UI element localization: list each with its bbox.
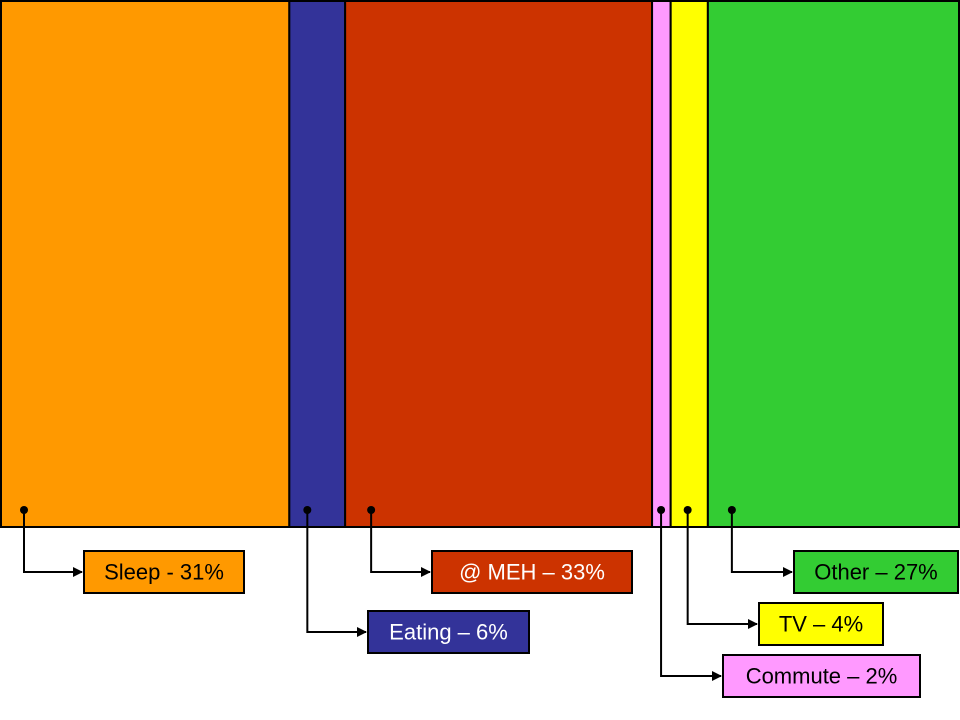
label-box-sleep bbox=[83, 550, 245, 594]
arrow-head-commute bbox=[712, 671, 722, 681]
connector-line-eating bbox=[306, 510, 366, 633]
data-label-sleep: Sleep - 31% bbox=[104, 560, 224, 585]
connector-line-other bbox=[730, 510, 792, 573]
bar-segment-commute bbox=[651, 0, 672, 528]
anchor-dot-commute bbox=[657, 506, 666, 514]
anchor-dot-tv bbox=[683, 506, 692, 514]
connector-line-meh bbox=[370, 510, 430, 573]
arrow-head-other bbox=[783, 567, 793, 577]
anchor-dot-eating bbox=[303, 506, 312, 514]
anchor-dot-sleep bbox=[20, 506, 28, 514]
connector-line-commute bbox=[660, 510, 721, 677]
label-box-other bbox=[793, 550, 959, 594]
bar-segment-tv bbox=[669, 0, 709, 528]
bar-segment-other bbox=[706, 0, 960, 528]
connector-line-sleep bbox=[23, 510, 82, 573]
anchor-dot-other bbox=[727, 506, 736, 514]
data-label-commute: Commute – 2% bbox=[746, 664, 898, 689]
data-label-other: Other – 27% bbox=[814, 560, 938, 585]
arrow-head-sleep bbox=[73, 567, 83, 577]
callout-labels: Sleep - 31% Eating – 6% @ MEH – 33% Commute… bbox=[20, 506, 959, 698]
label-box-meh bbox=[431, 550, 633, 594]
arrow-head-tv bbox=[748, 619, 758, 629]
arrow-head-meh bbox=[421, 567, 431, 577]
label-box-commute bbox=[722, 654, 921, 698]
bar-segment-sleep bbox=[0, 0, 291, 528]
connector-line-tv bbox=[686, 510, 757, 625]
data-label-eating: Eating – 6% bbox=[389, 620, 508, 645]
data-label-tv: TV – 4% bbox=[779, 612, 863, 637]
data-label-meh: @ MEH – 33% bbox=[459, 560, 605, 585]
label-box-tv bbox=[758, 602, 884, 646]
label-box-eating bbox=[367, 610, 530, 654]
arrow-head-eating bbox=[357, 627, 367, 637]
bar-segment-meh bbox=[344, 0, 654, 528]
bar-segment-eating bbox=[288, 0, 347, 528]
bar-segments bbox=[0, 0, 960, 528]
anchor-dot-meh bbox=[367, 506, 376, 514]
